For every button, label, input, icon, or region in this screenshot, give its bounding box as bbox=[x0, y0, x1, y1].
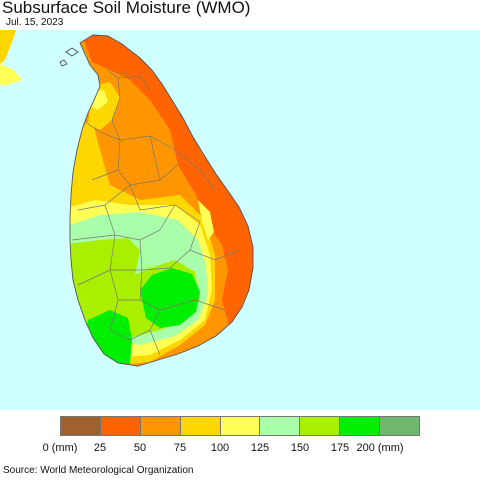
map-area bbox=[0, 30, 480, 410]
legend-color-bar bbox=[60, 416, 420, 436]
legend-tick-label: 175 bbox=[330, 442, 350, 454]
legend-tick-label: 75 bbox=[173, 442, 187, 454]
legend-swatch-125-150 bbox=[260, 417, 301, 435]
soil-moisture-map bbox=[0, 30, 254, 367]
zone-100-125-east bbox=[198, 200, 214, 240]
india-coast-edge bbox=[0, 64, 22, 86]
legend-swatch-75-100 bbox=[180, 417, 221, 435]
legend-swatch-50-75 bbox=[140, 417, 181, 435]
legend-tick-label: 50 bbox=[133, 442, 147, 454]
india-coast bbox=[0, 30, 16, 64]
legend-tick-label: 25 bbox=[93, 442, 107, 454]
zone-175-200-south bbox=[85, 310, 132, 366]
map-title: Subsurface Soil Moisture (WMO) bbox=[2, 0, 251, 17]
jaffna-lagoon-islet bbox=[65, 47, 79, 57]
legend-swatch-175-200 bbox=[340, 417, 381, 435]
source-credit: Source: World Meteorological Organizatio… bbox=[3, 465, 194, 476]
legend: 0 (mm) 25 50 75 100 125 150 175 200 (mm) bbox=[0, 410, 480, 460]
sri-lanka-outline bbox=[69, 34, 254, 367]
moisture-layers bbox=[70, 35, 253, 366]
legend-swatch-100-125 bbox=[220, 417, 261, 435]
legend-swatch-150-175 bbox=[300, 417, 341, 435]
legend-swatch-200+ bbox=[380, 417, 420, 435]
zone-175-200-central bbox=[140, 268, 200, 328]
legend-tick-label: 125 bbox=[250, 442, 270, 454]
legend-tick-label: 0 (mm) bbox=[42, 442, 78, 454]
legend-swatch-25-50 bbox=[100, 417, 141, 435]
zone-125-150-pocket bbox=[140, 248, 162, 268]
legend-swatch-0-25 bbox=[61, 417, 101, 435]
jaffna-islet-2 bbox=[59, 59, 68, 67]
legend-tick-label: 200 (mm) bbox=[356, 442, 404, 454]
legend-tick-label: 150 bbox=[290, 442, 310, 454]
map-date: Jul. 15, 2023 bbox=[6, 17, 64, 28]
district-boundaries bbox=[71, 69, 241, 356]
legend-tick-label: 100 bbox=[210, 442, 230, 454]
